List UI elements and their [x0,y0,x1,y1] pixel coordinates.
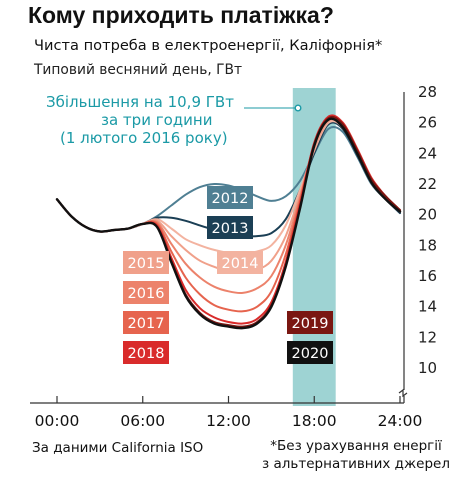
series-label-box-2017 [123,311,169,334]
series-label-2015: 2015 [128,256,165,272]
footnote: *Без урахування енергії з альтернативних… [262,437,450,473]
series-label-2017: 2017 [128,316,165,332]
series-label-box-2013 [207,216,253,239]
y-tick-label-14: 14 [418,298,437,316]
x-tick-label-2: 12:00 [206,412,251,430]
x-tick-label-1: 06:00 [120,412,165,430]
y-tick-label-12: 12 [418,328,437,346]
series-label-2020: 2020 [292,346,329,362]
source-note: За даними California ISO [32,440,204,456]
series-label-box-2019 [287,311,333,334]
chart-subtitle: Чиста потреба в електроенергії, Каліфорн… [34,37,383,54]
series-label-box-2016 [123,281,169,304]
annotation-line-1: Збільшення на 10,9 ГВт [46,93,234,111]
x-tick-label-3: 18:00 [292,412,337,430]
chart-title: Кому приходить платіжка? [28,2,334,28]
x-tick-label-0: 00:00 [35,412,80,430]
series-label-2016: 2016 [128,286,165,302]
series-line-2020 [55,117,402,330]
series-label-2012: 2012 [212,191,249,207]
y-tick-label-16: 16 [418,267,437,285]
y-tick-label-18: 18 [418,236,437,254]
axis-break-mark [398,388,408,398]
y-axis-label: Типовий весняний день, ГВт [34,62,243,78]
series-label-2019: 2019 [292,316,329,332]
series-label-2013: 2013 [212,221,249,237]
annotation-line-3: (1 лютого 2016 року) [60,129,228,147]
series-label-2014: 2014 [222,256,259,272]
series-label-box-2012 [207,186,253,209]
y-tick-label-24: 24 [418,144,437,162]
y-tick-label-26: 26 [418,114,437,132]
y-tick-label-22: 22 [418,175,437,193]
y-tick-label-10: 10 [418,359,437,377]
series-label-box-2015 [123,251,169,274]
series-label-box-2020 [287,341,333,364]
series-label-box-2018 [123,341,169,364]
x-tick-label-4: 24:00 [378,412,423,430]
y-tick-label-28: 28 [418,83,437,101]
footnote-line-2: з альтернативних джерел [262,456,450,472]
footnote-line-1: *Без урахування енергії [270,438,442,454]
series-labels-layer: 2012 2013 2014 2015 2016 2017 2018 2019 2020 [123,186,333,364]
annotation-leader-dot [294,104,302,112]
series-label-box-2014 [217,251,263,274]
axis-layer: 10 12 14 16 18 20 22 24 26 28 00:00 06:00 12:00 18:00… [30,83,437,430]
annotation-line-2: за три години [101,111,212,129]
series-label-2018: 2018 [128,346,165,362]
y-tick-label-20: 20 [418,206,437,224]
